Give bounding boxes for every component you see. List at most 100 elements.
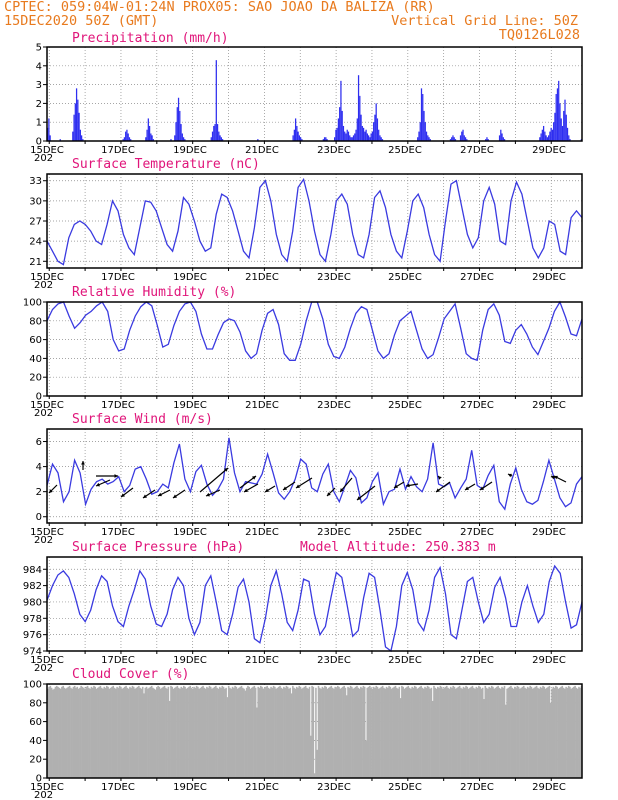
wind-arrow-head xyxy=(143,494,147,498)
panels: 0 1 2 3 4 5 15DEC 17DEC 19DEC 21DEC 23DEC 25DEC 27DE… xyxy=(23,31,583,800)
cloud-bar xyxy=(276,687,279,778)
cloud-bar xyxy=(508,686,511,778)
cloud-bar xyxy=(76,686,79,778)
cloud-bar xyxy=(311,685,313,778)
precip-bar xyxy=(551,129,554,141)
cloud-bar xyxy=(401,685,403,778)
cloud-bar xyxy=(202,685,204,778)
x-tick-label: 19DEC xyxy=(173,782,207,793)
cloud-bar xyxy=(376,686,379,778)
cloud-bar xyxy=(266,685,268,778)
cloud-bar xyxy=(386,687,389,778)
x-tick-label: 19DEC xyxy=(173,145,207,156)
precip-bar xyxy=(174,135,176,141)
cloud-bar xyxy=(172,688,175,778)
wind-arrow-head xyxy=(438,476,442,480)
y-tick-label: 33 xyxy=(29,176,42,187)
precip-bar xyxy=(540,133,542,141)
cloud-bar xyxy=(448,688,451,778)
cloud-bar xyxy=(556,686,558,778)
cloud-bar xyxy=(147,688,149,778)
precip-bar xyxy=(369,137,371,141)
precip-bar xyxy=(568,135,570,141)
cloud-bar xyxy=(417,687,420,778)
cloud-bar xyxy=(252,686,254,778)
precip-bar xyxy=(359,95,361,141)
cloud-bar xyxy=(150,685,153,778)
wind-arrow-head xyxy=(81,461,85,465)
x-year-label: 202 xyxy=(34,408,53,419)
precip-bar xyxy=(351,137,353,141)
panel-1: 0 1 2 3 4 5 15DEC 17DEC 19DEC 21DEC 23DEC 25DEC 27DE… xyxy=(30,31,583,164)
y-tick-label: 20 xyxy=(29,373,42,384)
precip-bar xyxy=(48,118,50,141)
cloud-bar xyxy=(551,688,553,778)
cloud-bar xyxy=(167,686,170,778)
x-tick-label: 21DEC xyxy=(245,782,279,793)
cloud-bar xyxy=(522,685,525,778)
cloud-bar xyxy=(141,686,144,778)
cloud-bar xyxy=(139,687,141,778)
precip-bar xyxy=(539,137,541,141)
cloud-bar xyxy=(114,688,117,778)
cloud-bar xyxy=(158,686,161,778)
precip-bar xyxy=(564,99,566,141)
cloud-bar xyxy=(118,685,121,778)
y-tick-label: 980 xyxy=(23,597,42,608)
cloud-bar xyxy=(374,687,376,778)
cloud-bar xyxy=(433,685,435,778)
y-tick-label: 4 xyxy=(36,61,42,72)
cloud-bar xyxy=(434,687,437,778)
wind-arrow-head xyxy=(340,488,344,492)
cloud-bar xyxy=(451,687,453,778)
cloud-bar xyxy=(221,685,224,778)
cloud-bar xyxy=(131,685,134,778)
cloud-bar xyxy=(312,686,315,778)
cloud-bar xyxy=(543,686,546,778)
precip-bar xyxy=(176,107,178,141)
precip-bar xyxy=(427,135,429,141)
cloud-bar xyxy=(113,687,116,778)
cloud-bar xyxy=(367,686,370,778)
cloud-bar xyxy=(394,685,397,778)
precip-bar xyxy=(325,137,327,141)
cloud-bar xyxy=(61,686,63,778)
y-tick-label: 0 xyxy=(36,137,42,148)
cloud-bar xyxy=(318,687,321,778)
cloud-bar xyxy=(90,686,93,778)
cloud-bar xyxy=(112,685,115,778)
cloud-bar xyxy=(197,686,199,778)
cloud-bar xyxy=(63,687,66,778)
cloud-bar xyxy=(519,688,521,778)
cloud-bar xyxy=(471,685,474,778)
x-year-label: 202 xyxy=(34,153,53,164)
cloud-bar xyxy=(530,686,533,778)
cloud-bar xyxy=(247,685,249,778)
cloud-bar xyxy=(285,685,288,778)
cloud-bar xyxy=(55,685,58,778)
x-tick-label: 21DEC xyxy=(245,272,279,283)
precip-bar xyxy=(563,110,565,141)
cloud-bar xyxy=(553,687,556,778)
cloud-bar xyxy=(238,687,240,778)
cloud-bar xyxy=(154,689,157,778)
precip-bar xyxy=(349,135,351,141)
cloud-bar xyxy=(135,687,138,778)
cloud-bar xyxy=(456,687,458,778)
precip-bar xyxy=(219,135,221,141)
wind-arrow-head xyxy=(96,482,100,487)
cloud-bar xyxy=(425,687,428,778)
cloud-bar xyxy=(360,686,362,778)
cloud-bar xyxy=(156,687,158,778)
x-tick-label: 25DEC xyxy=(388,782,422,793)
precip-bar xyxy=(424,122,426,141)
precip-bar xyxy=(549,131,551,141)
cloud-bar xyxy=(463,687,466,778)
precip-bar xyxy=(214,124,216,141)
precip-bar xyxy=(216,124,219,141)
cloud-bar xyxy=(452,685,455,778)
precip-bar xyxy=(461,131,463,141)
series-line xyxy=(46,300,583,362)
cloud-bar xyxy=(239,686,242,778)
cloud-bar xyxy=(85,686,88,778)
